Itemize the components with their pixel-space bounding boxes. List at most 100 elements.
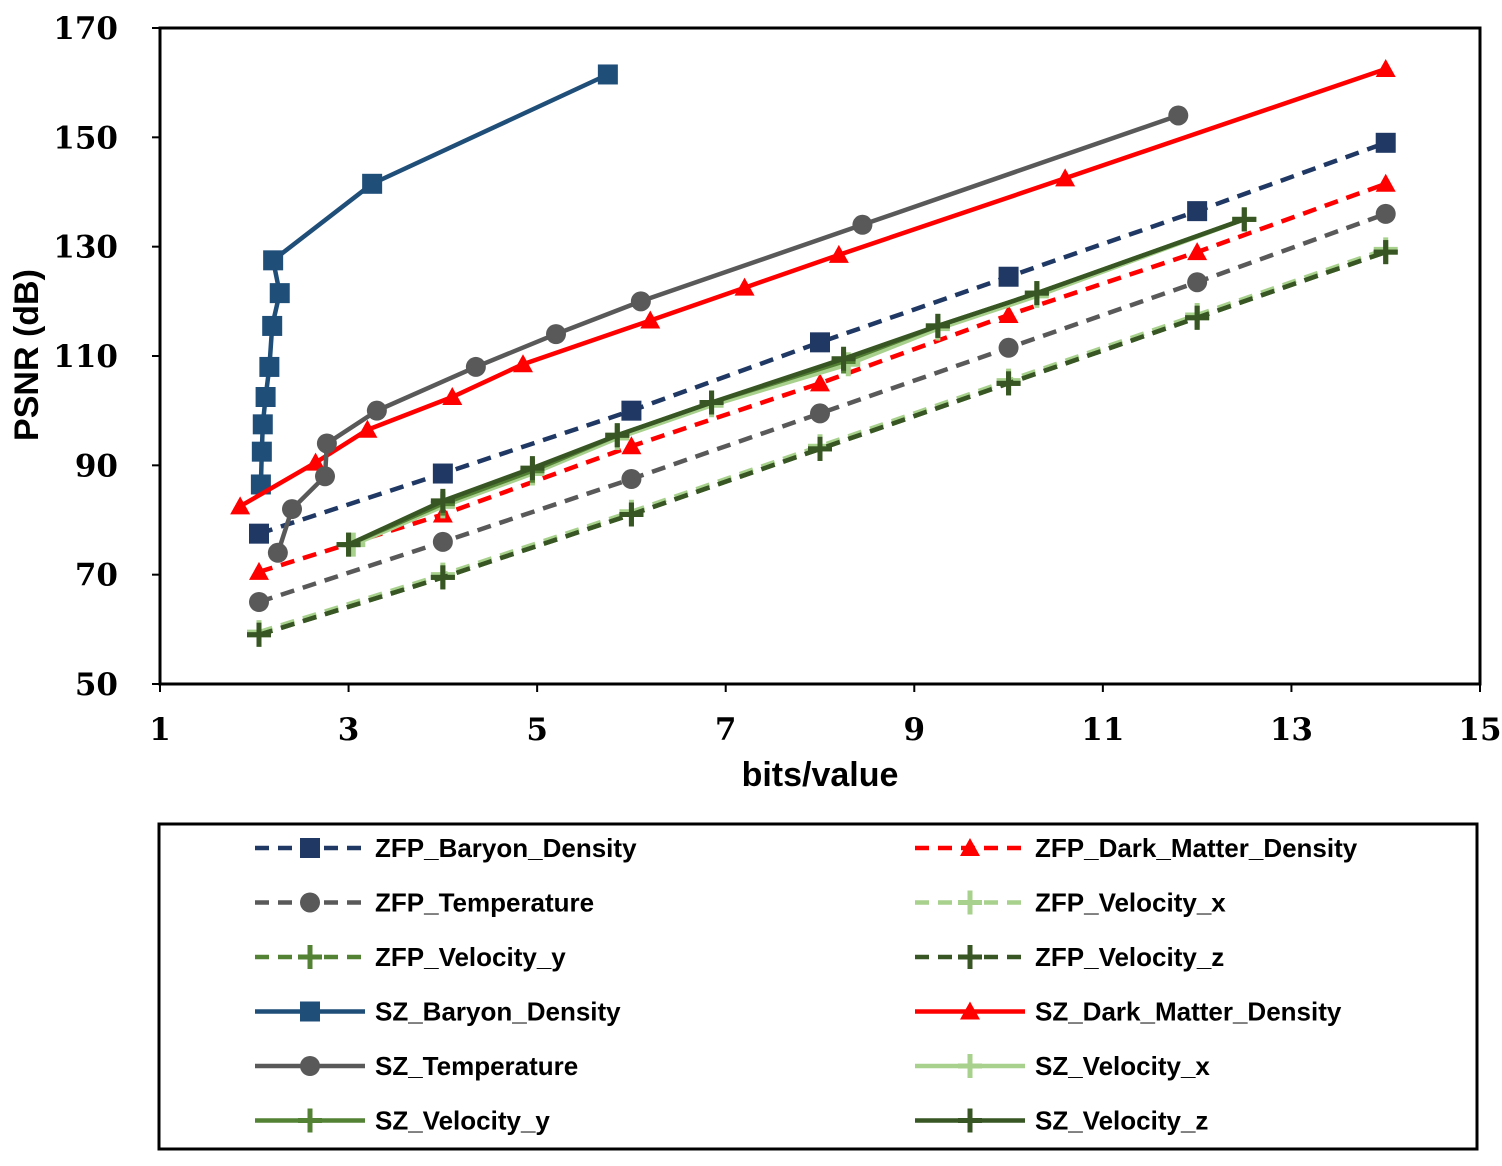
y-tick-label: 70 — [75, 558, 118, 594]
x-tick-label: 15 — [1458, 712, 1501, 748]
legend-label: ZFP_Dark_Matter_Density — [1035, 833, 1358, 863]
legend-label: ZFP_Baryon_Density — [375, 833, 637, 863]
x-tick-label: 5 — [526, 712, 548, 748]
legend-marker — [300, 892, 320, 913]
legend-label: ZFP_Velocity_y — [375, 942, 566, 972]
data-point — [998, 266, 1019, 287]
series-sz-velocity-z — [336, 207, 1257, 557]
legend-item: SZ_Baryon_Density — [255, 997, 621, 1027]
legend-marker — [958, 945, 982, 969]
legend-box — [157, 822, 1479, 1151]
data-point — [249, 592, 269, 612]
data-point — [828, 244, 849, 263]
legend-label: ZFP_Velocity_x — [1035, 888, 1226, 918]
data-point — [1024, 281, 1049, 306]
legend-marker — [300, 1001, 320, 1022]
y-tick-label: 150 — [53, 120, 118, 156]
legend-label: ZFP_Temperature — [375, 888, 594, 918]
data-point — [432, 531, 453, 552]
data-point — [810, 332, 830, 353]
legend-item: SZ_Velocity_x — [915, 1051, 1210, 1081]
data-point — [1168, 105, 1189, 126]
data-point — [621, 436, 642, 455]
data-point — [852, 214, 873, 235]
legend-item: ZFP_Velocity_x — [915, 888, 1226, 918]
x-tick-label: 9 — [903, 712, 925, 748]
data-point — [247, 622, 271, 647]
legend-item: ZFP_Temperature — [255, 888, 594, 918]
legend-marker — [298, 945, 322, 969]
legend-marker — [298, 1108, 322, 1133]
data-point — [1373, 240, 1398, 265]
data-point — [316, 433, 337, 454]
legend-label: ZFP_Velocity_z — [1035, 942, 1224, 972]
legend-marker — [960, 838, 980, 856]
x-tick-label: 7 — [715, 712, 737, 748]
data-point — [305, 452, 326, 471]
series-zfp-baryon-density — [249, 132, 1396, 544]
data-point — [810, 403, 830, 424]
data-point — [520, 456, 545, 481]
legend-marker — [960, 1001, 980, 1020]
y-tick-label: 50 — [75, 667, 118, 703]
data-point — [267, 542, 288, 563]
data-point — [619, 502, 644, 527]
y-tick-label: 110 — [53, 339, 118, 375]
legend-item: ZFP_Velocity_y — [255, 942, 566, 972]
data-point — [362, 173, 383, 194]
series-sz-baryon-density — [250, 64, 618, 495]
legend-item: SZ_Temperature — [255, 1051, 578, 1081]
data-point — [1187, 242, 1208, 261]
data-point — [513, 354, 533, 373]
data-point — [699, 390, 724, 415]
data-point — [808, 436, 832, 461]
series-zfp-dark-matter-density — [249, 173, 1396, 580]
data-point — [621, 400, 642, 421]
data-point — [734, 277, 755, 296]
data-point — [249, 523, 269, 544]
legend-item: ZFP_Velocity_z — [915, 942, 1224, 972]
data-point — [251, 441, 272, 462]
x-tick-label: 3 — [338, 712, 360, 748]
series-line — [258, 72, 609, 485]
legend-marker — [958, 890, 982, 915]
data-point — [996, 371, 1021, 396]
data-point — [831, 346, 856, 371]
legend-label: SZ_Velocity_x — [1035, 1051, 1210, 1081]
legend-item: ZFP_Baryon_Density — [255, 833, 637, 863]
y-tick-label: 130 — [53, 230, 118, 266]
data-point — [1232, 207, 1257, 232]
data-point — [366, 400, 387, 421]
data-point — [810, 373, 830, 392]
data-point — [640, 310, 661, 329]
legend-item: ZFP_Dark_Matter_Density — [915, 833, 1358, 863]
data-point — [282, 499, 302, 520]
legend-item: SZ_Velocity_y — [255, 1106, 550, 1136]
series-zfp-temperature — [249, 203, 1396, 612]
data-point — [262, 315, 283, 336]
data-point — [546, 324, 566, 345]
series-sz-velocity-x — [341, 207, 1257, 557]
legend-marker — [958, 1054, 982, 1078]
data-point — [255, 387, 276, 407]
data-point — [1375, 173, 1396, 192]
data-point — [1187, 201, 1208, 222]
data-point — [605, 423, 630, 448]
series-line — [238, 66, 1387, 509]
legend-marker — [300, 1056, 320, 1076]
series-line — [275, 113, 1180, 554]
legend-item: SZ_Dark_Matter_Density — [915, 997, 1342, 1027]
legend-label: SZ_Baryon_Density — [375, 997, 621, 1027]
data-point — [430, 488, 455, 513]
data-point — [249, 561, 269, 580]
x-tick-label: 13 — [1270, 712, 1313, 748]
legend-item: SZ_Velocity_z — [915, 1106, 1208, 1136]
data-point — [430, 565, 455, 590]
series-sz-temperature — [267, 105, 1189, 563]
data-point — [998, 305, 1019, 323]
data-point — [1375, 132, 1396, 153]
x-tick-label: 11 — [1081, 712, 1124, 748]
data-point — [263, 250, 284, 271]
legend-label: SZ_Dark_Matter_Density — [1035, 997, 1342, 1027]
